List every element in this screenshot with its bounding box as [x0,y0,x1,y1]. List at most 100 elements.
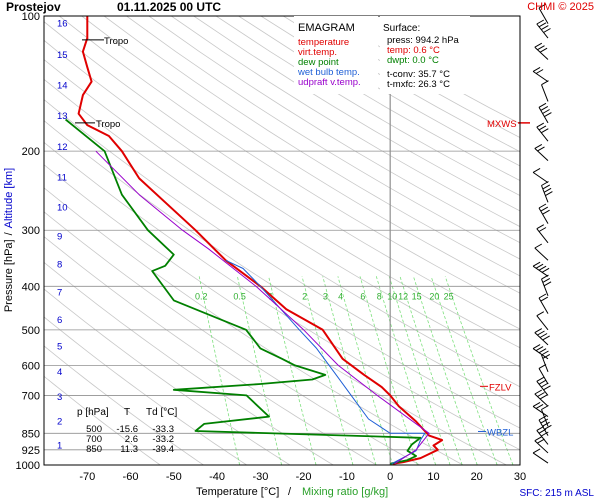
dry-adiabat [148,16,520,244]
wind-barb-flag [540,296,549,302]
wind-barb-flag [538,22,547,28]
legend-item-temperature: temperature [298,37,349,48]
wind-barb-flag [534,328,543,334]
wind-barb-staff [541,278,549,297]
wind-barb-flag [532,261,541,267]
wind-barb-flag [538,125,547,131]
altitude-tick-label: 4 [57,367,62,378]
altitude-tick-label: 15 [57,50,68,61]
wind-barb-flag [539,333,548,338]
x-tick-label: 20 [471,471,483,483]
wbzl-label: WBZL [487,427,513,438]
mixing-ratio-line [237,276,282,465]
wind-barb-flag [540,418,549,424]
dry-adiabat [44,59,520,368]
series-temperature-line [77,16,444,465]
dry-adiabat [44,21,520,330]
wind-barb-staff [538,368,549,385]
wind-barb-staff [534,247,549,261]
wind-barb-flag [544,112,552,118]
y-axis-sep: / [3,231,15,235]
dry-adiabat [59,16,520,312]
surface-info: Surface: press: 994.2 hPa temp: 0.6 °C d… [380,16,470,94]
mixing-ratio-label: 10 [387,291,397,301]
x-tick-label: -30 [252,471,268,483]
wind-barb-flag [532,167,541,173]
wind-barb-flag [537,45,545,51]
wind-barb-flag [535,263,544,269]
x-tick-label: -50 [166,471,182,483]
wind-barb-flag [541,25,549,31]
wind-barb-flag [538,363,547,369]
wind-barb-flag [542,184,551,190]
table-cell: 11.3 [120,444,138,455]
tropopause-label: Tropo [104,36,128,47]
wind-barb-flag [538,348,547,354]
pressure-tick-label: 600 [22,360,40,372]
altitude-tick-label: 16 [57,19,68,30]
mixing-ratio-line [444,276,514,465]
pressure-tick-label: 300 [22,225,40,237]
mixing-ratio-line [198,276,240,465]
table-header-td: Td [°C] [146,407,177,418]
x-tick-label: 10 [427,471,439,483]
pressure-tick-label: 850 [22,428,40,440]
grid [44,16,520,465]
table-cell: -33.2 [152,434,174,445]
wind-barb-staff [532,265,549,277]
x-tick-label: 30 [514,471,526,483]
mixing-ratio-label: 6 [360,291,365,301]
x-axis-sep: / [288,486,292,498]
wind-barb-flag [534,143,543,149]
mixing-ratio-line [399,276,463,465]
altitude-tick-label: 7 [57,288,62,299]
wind-barb-flag [536,376,545,382]
mixing-ratio-line [430,276,498,465]
wind-barb-staff [536,228,549,244]
altitude-tick-label: 14 [57,81,68,92]
table-header-t: T [124,407,130,418]
wind-barb-flag [535,346,544,352]
wind-barb-staff [536,430,549,445]
mixing-ratio-label: 3 [323,291,328,301]
mxws-label: MXWS [487,119,517,130]
wind-barb-flag [542,353,551,359]
station-name: Prostejov [6,0,61,14]
wind-barb-flag [534,389,543,395]
wind-barb-flag [538,3,547,9]
pressure-tick-label: 100 [22,11,40,23]
sfc-label: SFC: 215 m ASL [520,488,595,499]
wind-barb-flag [537,438,545,444]
x-tick-label: -20 [296,471,312,483]
dry-adiabat [126,16,520,260]
level-markers: Tropo Tropo MXWS FZLV WBZL [75,36,530,438]
wind-barb-flag [538,102,547,108]
wind-barb-staff [534,440,549,454]
wind-barb-flag [534,243,543,249]
wind-barb-flag [540,105,549,111]
surface-tconv: t-conv: 35.7 °C [387,69,450,80]
table-header-p: p [hPa] [77,407,109,418]
datetime: 01.11.2025 00 UTC [117,0,221,14]
dry-adiabat [193,16,520,212]
axis-ticks: -70 -60 -50 -40 -30 -20 -10 0 10 20 30 100 200 300 400… [16,11,527,483]
pressure-tick-label: 1000 [16,460,40,472]
wind-barb-flag [541,350,549,356]
x-tick-label: -70 [79,471,95,483]
mixing-ratio-label: 8 [377,291,382,301]
altitude-tick-label: 2 [57,417,62,428]
wind-barb-flag [534,436,543,442]
wind-barb-flag [541,128,549,134]
altitude-tick-label: 6 [57,315,62,326]
wind-barb-staff [532,171,549,184]
wind-barb-flag [538,293,547,299]
credit: CHMI © 2025 [527,1,594,13]
surface-temp: temp: 0.6 °C [387,45,440,56]
dry-adiabat [81,16,520,294]
y-axis-title: Pressure [hPa] / Altitude [km] [3,168,15,312]
mixing-ratio-line [322,276,377,465]
x-tick-label: -10 [339,471,355,483]
y-axis-alt-label: Altitude [km] [3,168,15,229]
wind-barb-flag [536,19,545,25]
table-cell: 700 [86,434,102,445]
